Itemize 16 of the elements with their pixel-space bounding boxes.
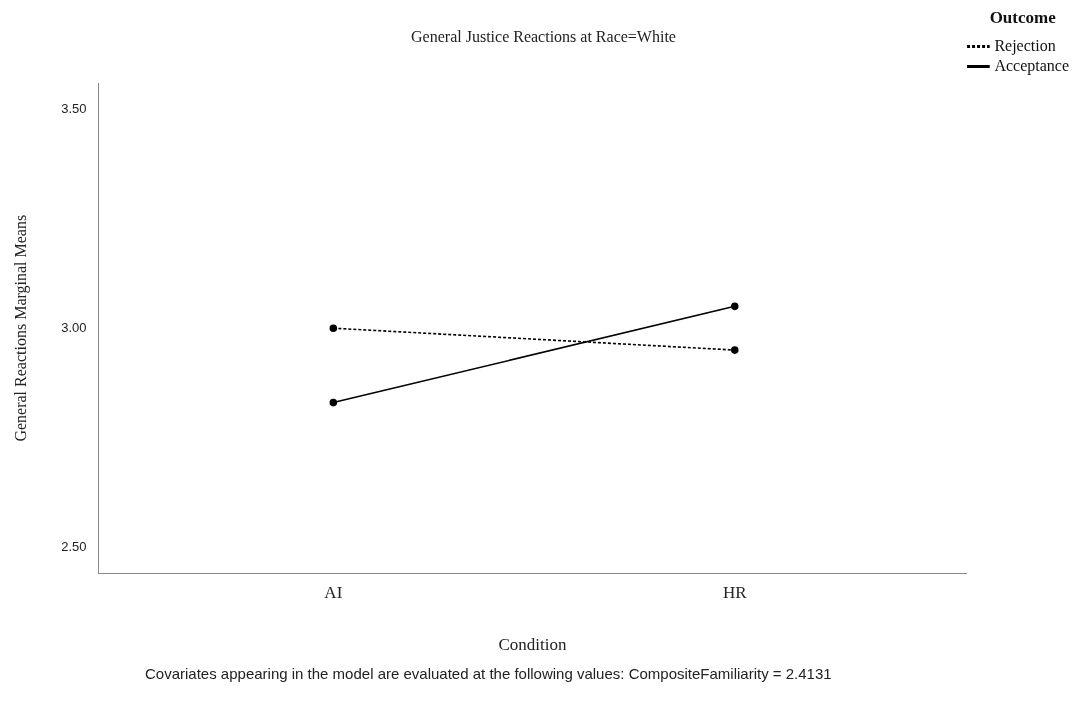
y-axis-title: General Reactions Marginal Means bbox=[11, 214, 30, 442]
x-tick-label: HR bbox=[722, 582, 748, 602]
x-tick-label: AI bbox=[324, 582, 343, 602]
legend-label: Rejection bbox=[994, 36, 1056, 55]
legend-title: Outcome bbox=[989, 7, 1057, 27]
x-axis-title: Condition bbox=[498, 635, 567, 655]
text: Covariates appearing in the model are evaluated at the following values: CompositeFamiliarity = 2.4131 bbox=[145, 665, 833, 682]
point bbox=[730, 302, 739, 311]
y-tick-label: 2.50 bbox=[61, 538, 87, 554]
y-tick-label: 3.00 bbox=[61, 319, 87, 335]
point bbox=[730, 346, 739, 354]
point bbox=[329, 324, 338, 332]
point bbox=[329, 398, 338, 407]
y-tick-label: 3.50 bbox=[61, 101, 87, 117]
chart-title: General Justice Reactions at Race=White bbox=[411, 27, 676, 45]
legend-label: Acceptance bbox=[994, 56, 1069, 75]
